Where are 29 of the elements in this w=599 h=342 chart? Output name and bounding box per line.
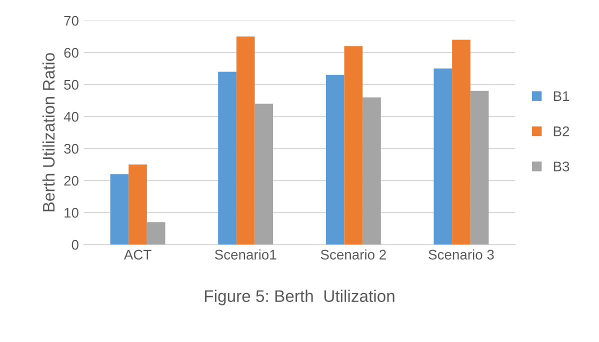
legend-label: B3 — [554, 162, 570, 172]
y-tick-label: 50 — [64, 80, 78, 90]
y-tick-label: 60 — [64, 48, 78, 58]
y-tick-label: 70 — [64, 16, 78, 26]
y-tick-label: 30 — [64, 144, 78, 154]
y-axis-title: Berth Utilization Ratio — [42, 53, 55, 212]
x-tick-label: ACT — [124, 250, 152, 260]
x-tick-label: Scenario 2 — [320, 249, 386, 260]
legend-label: B1 — [554, 91, 570, 101]
y-tick-label: 10 — [64, 208, 78, 218]
bar — [218, 72, 236, 245]
bar — [470, 90, 489, 245]
y-tick-label: 40 — [64, 112, 78, 122]
bar — [236, 36, 255, 245]
bar — [128, 164, 147, 245]
bar — [434, 68, 452, 245]
bar — [452, 40, 470, 245]
bar — [146, 222, 166, 245]
bar — [254, 104, 274, 245]
y-tick-label: 20 — [64, 176, 78, 186]
y-tick-label: 0 — [72, 240, 78, 250]
text: Figure 5: Berth Utilization — [205, 290, 394, 306]
bar — [362, 97, 381, 245]
x-tick-label: Scenario 3 — [428, 249, 494, 260]
legend-label: B2 — [554, 126, 570, 136]
bar — [344, 46, 363, 245]
x-tick-label: Scenario1 — [214, 249, 276, 260]
bar — [326, 74, 344, 245]
bar — [110, 174, 129, 245]
